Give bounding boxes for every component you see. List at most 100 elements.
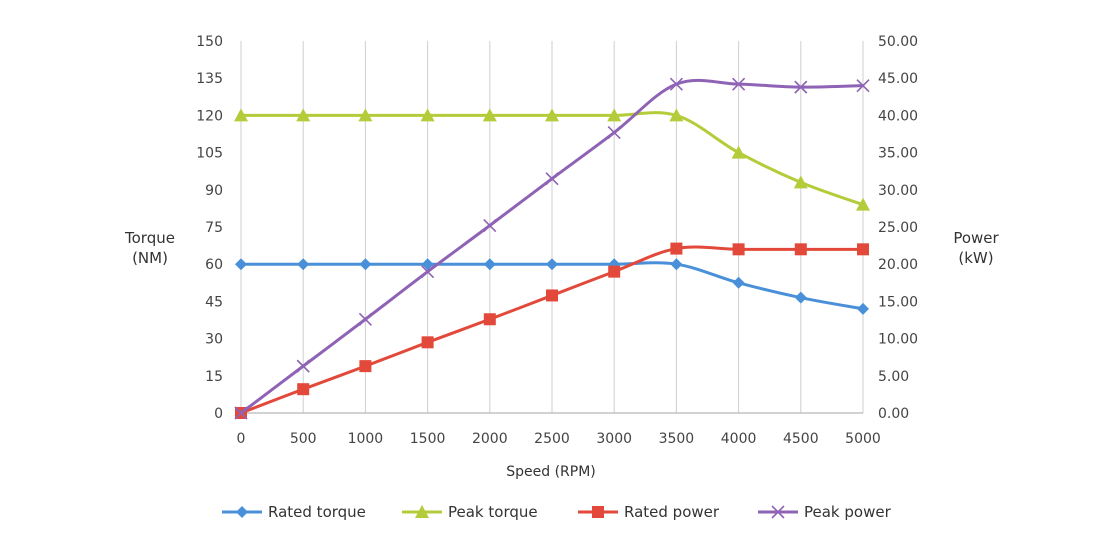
legend-item-peak-torque: Peak torque [402,500,538,524]
data-point-peak-torque [420,108,435,122]
series-layer [234,77,870,420]
left-axis-title: Torque (NM) [110,228,190,268]
left-tick-label: 60 [205,257,223,273]
data-point-peak-torque [358,108,373,122]
x-tick-label: 4500 [783,431,819,447]
left-tick-label: 30 [205,332,223,348]
legend-label-peak-power: Peak power [804,503,891,521]
data-point-rated-torque [670,258,683,271]
right-tick-label: 35.00 [878,146,918,162]
data-point-rated-torque [732,276,745,289]
data-point-rated-torque [857,302,869,315]
left-tick-label: 135 [196,71,223,87]
right-tick-label: 40.00 [878,108,918,124]
series-peak-torque [234,108,870,211]
legend-marker-rated-power [578,506,618,518]
data-point-rated-torque [546,258,558,271]
data-point-peak-torque [545,108,559,122]
data-point-peak-torque [856,197,870,211]
data-point-rated-power [670,242,683,255]
left-tick-label: 105 [196,146,223,162]
data-point-peak-power [669,77,683,91]
data-point-peak-torque [296,108,311,122]
data-point-rated-torque [483,258,496,271]
data-point-peak-torque [234,108,248,122]
data-point-rated-torque [297,258,310,271]
data-point-peak-power [234,406,248,420]
right-axis-title-line1: Power [953,229,999,247]
series-line-peak-torque [239,111,865,207]
x-tick-label: 0 [237,431,246,447]
x-axis-ticks: 0 500 1000 1500 2000 2500 3000 3500 4000 4500 5000 [237,431,881,447]
data-point-peak-power [421,265,435,279]
data-point-peak-power [794,80,808,94]
data-point-peak-torque [731,145,746,159]
left-axis-title-line2: (NM) [132,249,168,267]
data-point-peak-power [296,359,310,373]
x-axis-title: Speed (RPM) [506,464,596,480]
left-tick-label: 0 [214,406,223,422]
data-point-rated-power [857,243,869,256]
data-point-peak-power [607,125,621,140]
x-tick-label: 2000 [472,431,508,447]
x-tick-label: 2500 [534,431,570,447]
data-point-peak-torque [669,108,684,122]
left-tick-label: 90 [205,183,223,199]
data-point-peak-power [483,218,497,233]
right-tick-label: 10.00 [878,332,918,348]
data-point-rated-power [297,383,310,396]
data-point-peak-power [856,79,870,93]
legend-item-peak-power: Peak power [758,500,891,524]
left-axis-ticks: 0 15 30 45 60 75 90 105 120 135 150 [196,34,223,422]
data-point-rated-torque [235,258,247,271]
left-tick-label: 120 [196,108,223,124]
left-tick-label: 150 [196,34,223,50]
data-point-rated-power [359,360,372,373]
data-point-rated-power [546,289,558,302]
right-tick-label: 15.00 [878,294,918,310]
right-axis-title: Power (kW) [936,228,1016,268]
right-axis-ticks: 0.00 5.00 10.00 15.00 20.00 25.00 30.00 35.00 40… [878,34,918,422]
x-tick-label: 500 [290,431,317,447]
right-tick-label: 45.00 [878,71,918,87]
left-tick-label: 15 [205,369,223,385]
left-axis-title-line1: Torque [125,229,175,247]
x-tick-label: 1000 [348,431,384,447]
legend-label-rated-power: Rated power [624,503,720,521]
data-point-rated-power [732,243,745,256]
legend-marker-rated-torque [222,506,262,518]
grid-lines [240,41,864,414]
x-tick-label: 3000 [596,431,632,447]
legend-item-rated-torque: Rated torque [222,500,366,524]
right-tick-label: 0.00 [878,406,909,422]
right-tick-label: 50.00 [878,34,918,50]
x-tick-label: 1500 [410,431,446,447]
right-tick-label: 5.00 [878,369,909,385]
x-tick-label: 5000 [845,431,881,447]
data-point-rated-power [483,313,496,326]
right-tick-label: 25.00 [878,220,918,236]
legend-item-rated-power: Rated power [578,500,719,524]
legend-label-peak-torque: Peak torque [448,503,538,521]
data-point-rated-torque [421,258,434,271]
legend-label-rated-torque: Rated torque [268,503,366,521]
data-point-peak-power [732,77,746,91]
legend-marker-peak-torque [402,505,442,518]
data-point-peak-torque [482,108,497,122]
data-point-rated-power [794,243,807,256]
data-point-peak-torque [793,175,808,189]
x-tick-label: 3500 [659,431,695,447]
legend-marker-peak-power [758,505,798,519]
legend: Rated torque Peak torque Rated power Pea… [0,500,1100,524]
data-point-rated-power [608,265,621,278]
data-point-rated-torque [359,258,372,271]
data-point-peak-power [358,312,372,326]
data-point-rated-torque [794,291,807,304]
series-peak-power [234,77,870,420]
right-tick-label: 30.00 [878,183,918,199]
data-point-peak-torque [607,108,622,122]
right-tick-label: 20.00 [878,257,918,273]
data-point-peak-power [545,172,559,186]
right-axis-title-line2: (kW) [958,249,994,267]
